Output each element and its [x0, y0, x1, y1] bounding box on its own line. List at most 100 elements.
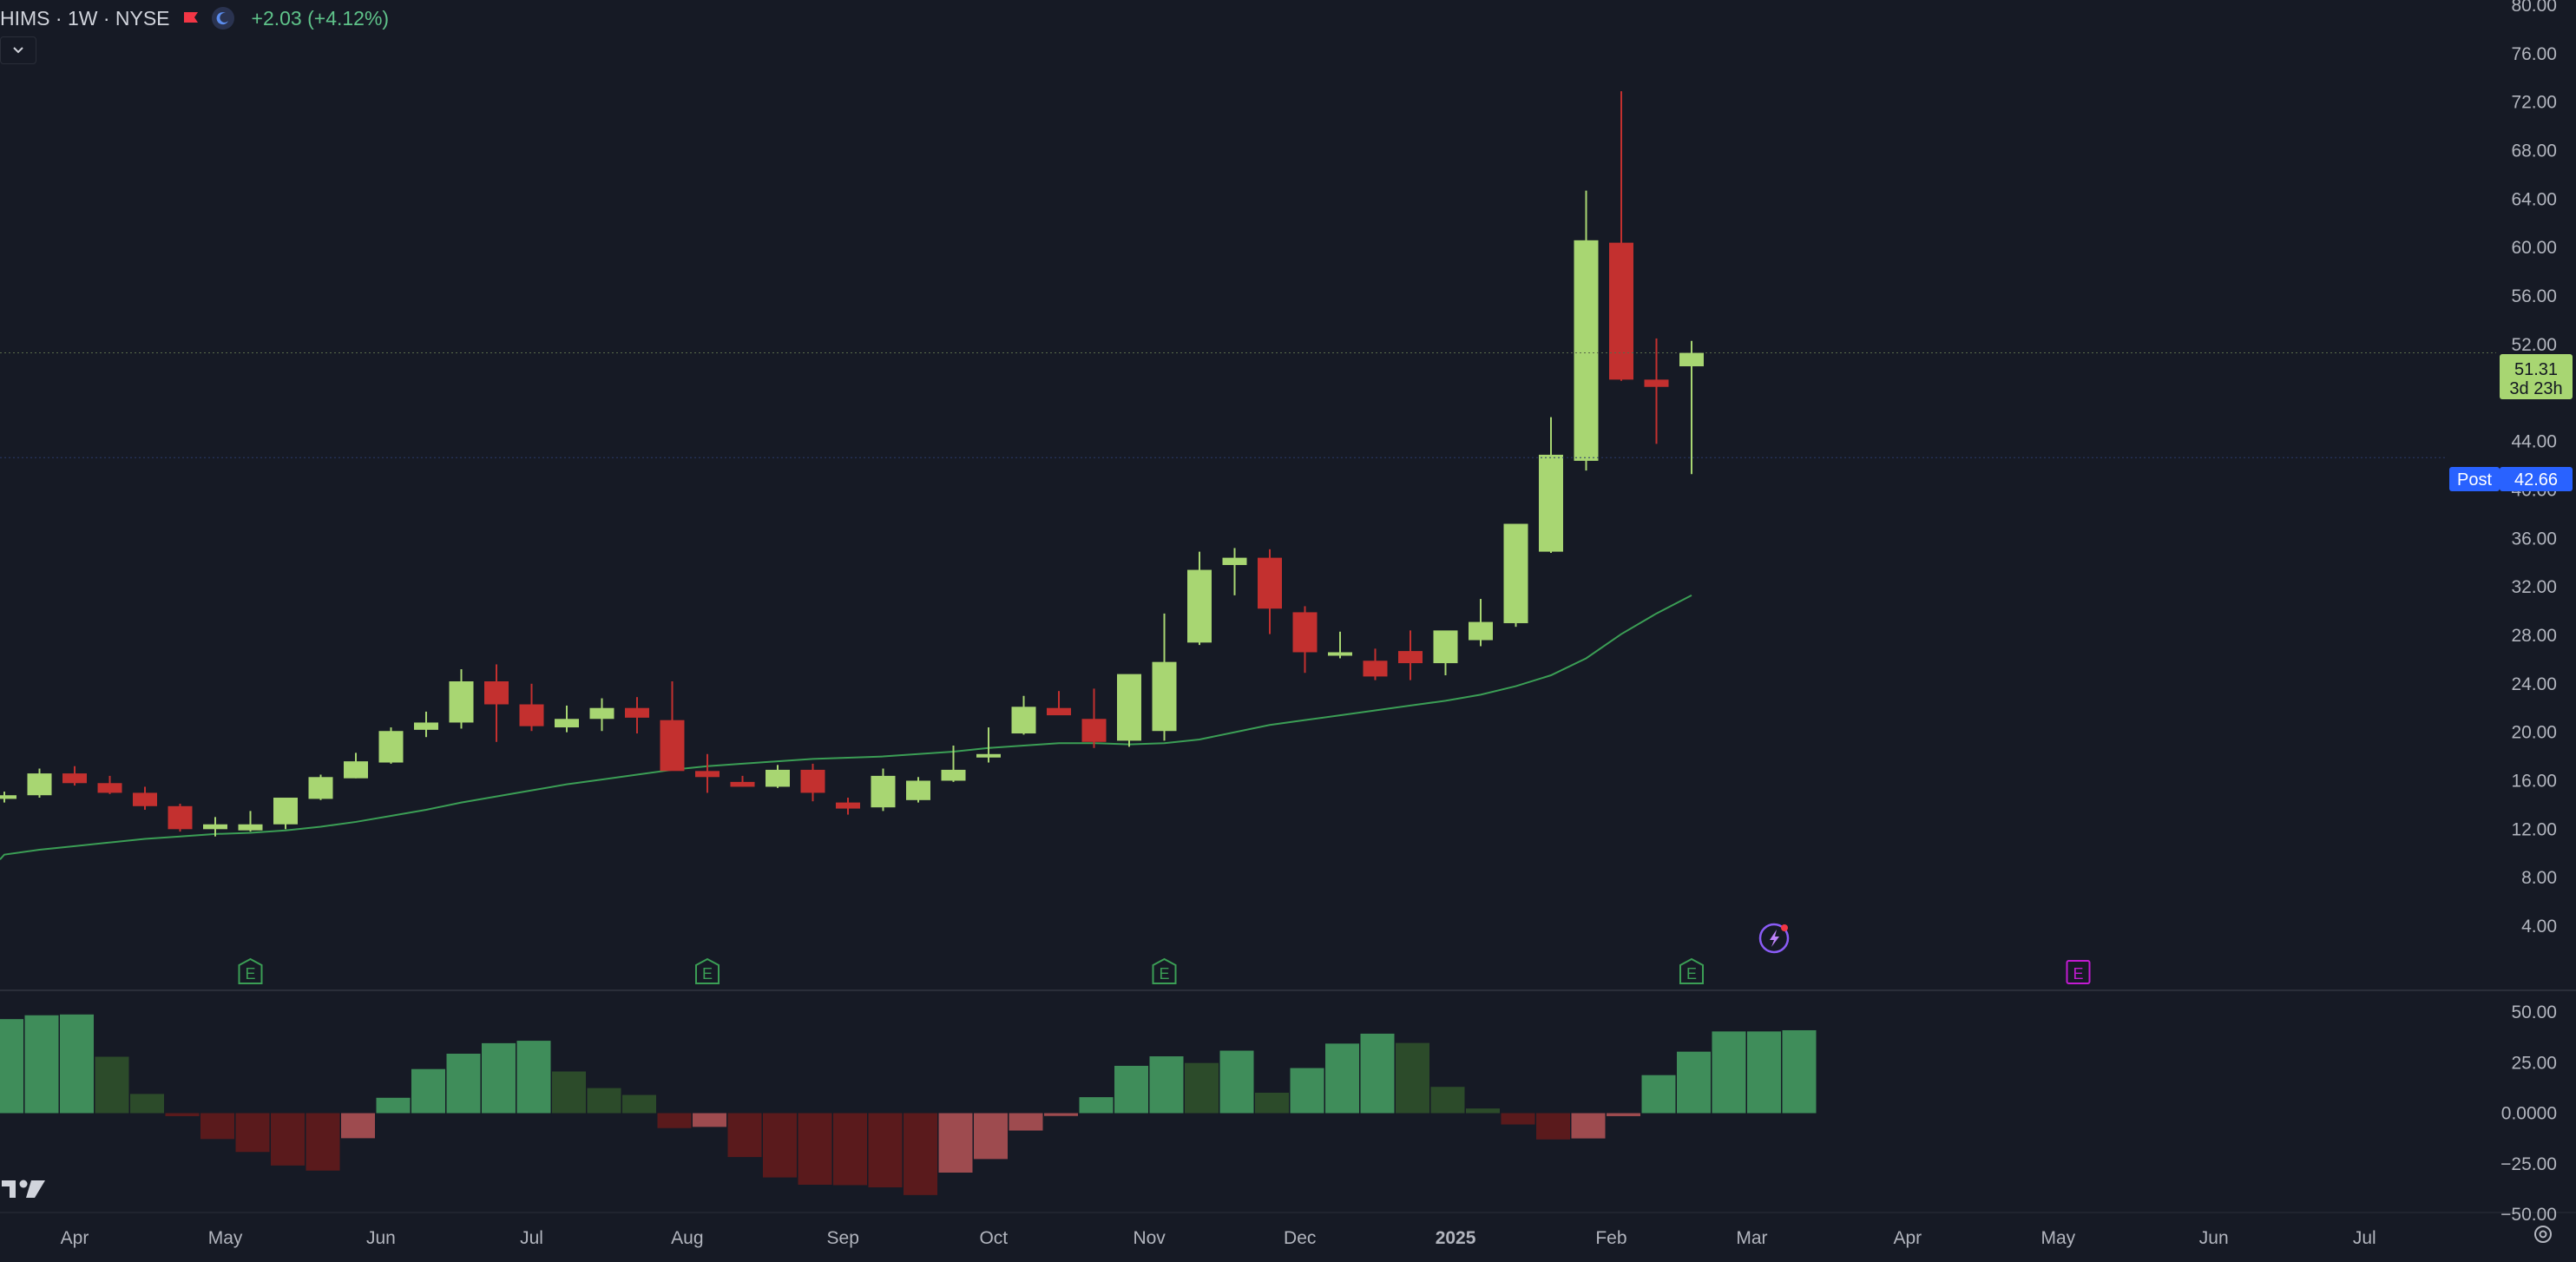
candle-body	[1469, 621, 1493, 641]
symbol-label[interactable]: HIMS · 1W · NYSE	[0, 6, 170, 30]
candle[interactable]	[97, 775, 122, 794]
candle[interactable]	[1152, 613, 1177, 741]
candle[interactable]	[625, 697, 649, 734]
earnings-marker[interactable]: E	[1152, 957, 1177, 984]
time-tick-label: Jun	[2199, 1228, 2229, 1248]
candle[interactable]	[519, 683, 544, 732]
tradingview-logo[interactable]	[2, 1177, 47, 1206]
candle[interactable]	[238, 811, 263, 832]
candle[interactable]	[1398, 630, 1423, 680]
candle[interactable]	[1433, 630, 1458, 676]
candle[interactable]	[766, 765, 790, 788]
histogram-bar	[376, 1097, 411, 1114]
candle[interactable]	[1644, 338, 1669, 444]
candle[interactable]	[660, 680, 685, 772]
histogram-bar	[763, 1113, 797, 1178]
histogram-bar	[1396, 1042, 1429, 1114]
earnings-marker[interactable]: E	[238, 957, 263, 984]
candle[interactable]	[0, 792, 16, 803]
histogram-bar	[411, 1068, 445, 1114]
candle[interactable]	[1081, 688, 1107, 748]
candle-body	[800, 769, 825, 793]
histogram-bar	[587, 1088, 621, 1114]
candle[interactable]	[1539, 417, 1563, 554]
candle[interactable]	[1469, 599, 1493, 647]
candle[interactable]	[836, 798, 860, 815]
candle[interactable]	[1328, 631, 1352, 659]
chart-settings-button[interactable]	[2531, 1222, 2555, 1251]
time-tick-label: 2025	[1436, 1228, 1476, 1248]
candle[interactable]	[1609, 91, 1633, 381]
candle[interactable]	[414, 711, 438, 738]
candle-body	[625, 707, 649, 718]
candle[interactable]	[62, 766, 87, 786]
candle-body	[589, 707, 614, 720]
candle[interactable]	[695, 753, 720, 793]
candle[interactable]	[1117, 674, 1141, 747]
candle[interactable]	[27, 768, 52, 799]
candle[interactable]	[871, 768, 896, 812]
candle-body	[1539, 454, 1563, 552]
histogram-bar	[1501, 1113, 1535, 1125]
candle[interactable]	[800, 763, 825, 802]
candle[interactable]	[1047, 691, 1071, 716]
candle[interactable]	[941, 745, 966, 782]
collapse-legend-button[interactable]	[0, 36, 36, 64]
candle[interactable]	[344, 753, 368, 779]
candle[interactable]	[484, 664, 509, 742]
time-tick-label: Nov	[1133, 1228, 1166, 1248]
chart-legend: HIMS · 1W · NYSE +2.03 (+4.12%)	[0, 3, 389, 33]
candle-body	[555, 719, 579, 728]
histogram-bar	[552, 1071, 586, 1114]
candle[interactable]	[308, 774, 333, 800]
red-flag-icon[interactable]	[182, 10, 200, 27]
price-tick-label: 20.00	[2511, 723, 2557, 743]
last-price-tag: 51.31 3d 23h	[2500, 354, 2573, 399]
oscillator-tick-label: −50.00	[2500, 1205, 2557, 1225]
candle[interactable]	[203, 817, 227, 837]
moon-icon[interactable]	[211, 7, 234, 30]
candle[interactable]	[1258, 549, 1282, 634]
price-tick-label: 16.00	[2511, 771, 2557, 791]
candle-body	[730, 781, 755, 787]
candle[interactable]	[1222, 548, 1247, 595]
earnings-marker[interactable]: E	[1679, 957, 1704, 984]
candle[interactable]	[1363, 648, 1388, 680]
histogram-bar	[200, 1113, 234, 1140]
candle[interactable]	[378, 727, 404, 764]
candle[interactable]	[730, 775, 755, 787]
candle[interactable]	[1679, 340, 1704, 475]
histogram-bar	[1009, 1113, 1043, 1131]
candle[interactable]	[1011, 695, 1036, 735]
earnings-marker[interactable]: E	[2066, 960, 2091, 984]
candle[interactable]	[1503, 523, 1528, 628]
oscillator-histogram	[0, 1014, 1817, 1195]
candle[interactable]	[168, 803, 193, 832]
candle[interactable]	[133, 786, 157, 810]
candle[interactable]	[1187, 551, 1212, 646]
time-axis[interactable]: Apr May Jun Jul Aug Sep Oct Nov Dec 2025 Feb Mar Apr…	[61, 1228, 2376, 1248]
candle[interactable]	[1574, 190, 1599, 471]
histogram-bar	[1044, 1113, 1078, 1116]
histogram-bar	[1747, 1031, 1781, 1114]
candle[interactable]	[273, 798, 298, 830]
price-tick-label: 60.00	[2511, 238, 2557, 258]
candle[interactable]	[906, 777, 930, 803]
candle[interactable]	[589, 698, 614, 732]
lightning-events-icon[interactable]	[1758, 923, 1790, 954]
earnings-marker[interactable]: E	[695, 957, 720, 984]
oscillator-scale[interactable]: 50.00 25.00 0.0000 −25.00 −50.00	[2500, 1002, 2557, 1225]
price-scale[interactable]: 80.00 76.00 72.00 68.00 64.00 60.00 56.00 52.00…	[2511, 0, 2557, 937]
candle[interactable]	[555, 705, 579, 733]
candle-body	[203, 824, 227, 830]
histogram-bar	[622, 1094, 656, 1114]
candle[interactable]	[1292, 606, 1318, 674]
post-label: Post	[2457, 470, 2492, 490]
candle-body	[1644, 379, 1669, 387]
candle[interactable]	[976, 727, 1001, 763]
candle-body	[1187, 569, 1212, 643]
candle[interactable]	[449, 669, 474, 729]
candle-body	[97, 783, 122, 793]
